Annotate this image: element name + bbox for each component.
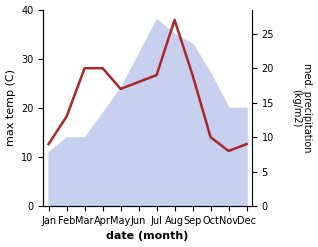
Y-axis label: med. precipitation
(kg/m2): med. precipitation (kg/m2) [291,63,313,153]
X-axis label: date (month): date (month) [107,231,189,242]
Y-axis label: max temp (C): max temp (C) [5,69,16,146]
